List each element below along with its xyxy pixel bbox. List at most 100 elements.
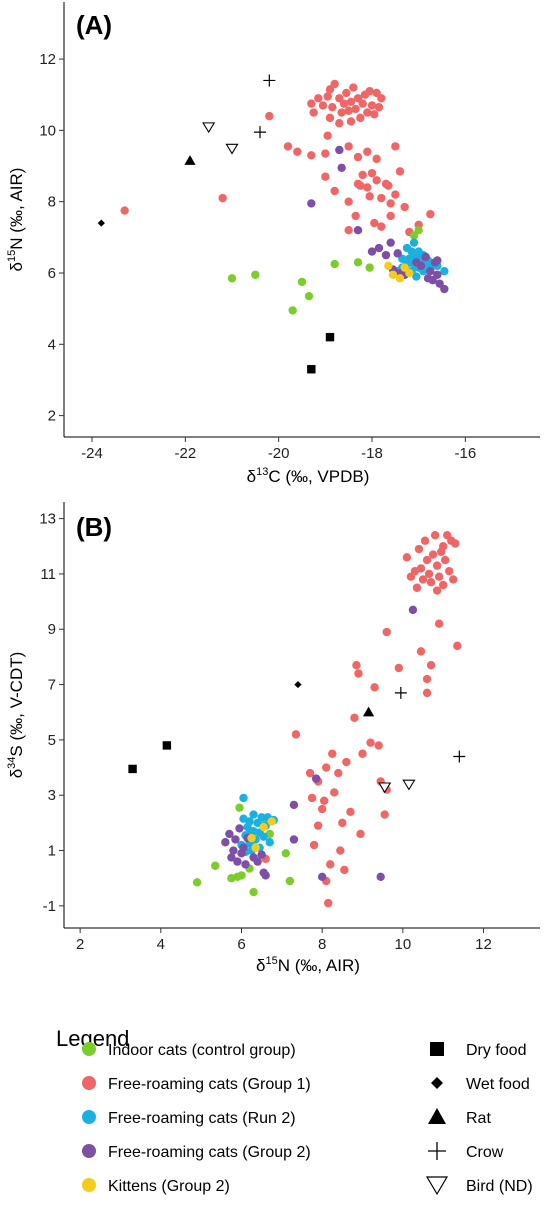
data-point [328, 749, 337, 758]
data-point [313, 821, 323, 830]
data-point [377, 222, 386, 231]
data-point [265, 111, 274, 121]
data-point [408, 605, 418, 615]
data-point [325, 113, 335, 123]
data-point [353, 225, 363, 235]
data-point [391, 190, 400, 199]
data-point [283, 142, 293, 151]
legend-label-wet: Wet food [466, 1076, 530, 1093]
series-bird-nd- [378, 779, 416, 794]
data-point [384, 181, 393, 190]
data-point [426, 661, 436, 670]
data-point [239, 793, 248, 803]
data-point [453, 750, 466, 763]
data-point [395, 274, 405, 283]
data-point [305, 768, 315, 778]
data-point [376, 872, 385, 882]
data-point [192, 878, 202, 887]
data-point [394, 686, 407, 699]
y-tick-label: 5 [48, 732, 56, 749]
data-point [285, 876, 295, 886]
data-point [346, 117, 356, 126]
data-point [344, 225, 353, 235]
data-point [394, 663, 404, 673]
series-wet-food [97, 219, 105, 227]
data-point [365, 263, 374, 272]
data-point [353, 152, 363, 162]
series-crow [394, 686, 466, 763]
data-point [330, 788, 339, 797]
data-point [380, 810, 389, 819]
series-rat [184, 155, 196, 165]
legend-label-crow: Crow [466, 1144, 504, 1161]
series-wet-food [294, 680, 302, 689]
data-point [321, 172, 330, 181]
legend-swatch-wet [431, 1077, 443, 1089]
data-point [291, 730, 301, 739]
data-point [339, 99, 349, 108]
data-point [326, 860, 335, 869]
data-point [391, 142, 400, 151]
data-point [377, 193, 386, 203]
data-point [344, 142, 353, 151]
data-point [367, 247, 377, 256]
y-axis-title: δ15N (‰, AIR) [6, 168, 26, 272]
data-point [239, 843, 248, 852]
legend-swatch-indoor [82, 1042, 96, 1056]
data-point [294, 680, 302, 689]
data-point [353, 258, 363, 267]
series-free-roaming-cats-group-2- [307, 145, 449, 294]
data-point [267, 817, 276, 826]
data-point [338, 818, 347, 828]
x-tick-label: 10 [395, 936, 412, 953]
y-tick-label: 11 [40, 566, 56, 583]
data-point [402, 553, 412, 562]
y-tick-label: 6 [48, 265, 56, 282]
data-point [324, 898, 333, 908]
series-dry-food [128, 741, 172, 774]
data-point [388, 270, 398, 279]
data-point [309, 840, 319, 850]
x-tick-label: 8 [318, 936, 326, 953]
data-point [317, 872, 327, 882]
legend-label-indoor: Indoor cats (control group) [108, 1042, 296, 1059]
data-point [311, 774, 321, 783]
data-point [289, 800, 299, 810]
panel-label: (A) [76, 10, 112, 40]
data-point [336, 846, 345, 855]
y-tick-label: 7 [48, 677, 56, 694]
data-point [428, 550, 438, 559]
data-point [434, 572, 444, 581]
data-point [351, 104, 360, 114]
data-point [225, 143, 239, 155]
series-free-roaming-cats-group-2- [221, 605, 418, 882]
data-point [451, 539, 460, 548]
data-point [227, 274, 237, 283]
data-point [405, 268, 414, 278]
data-point [323, 131, 332, 140]
data-point [346, 807, 355, 817]
data-point [319, 796, 329, 805]
data-point [386, 199, 395, 208]
data-point [358, 749, 367, 758]
panel-label: (B) [76, 512, 112, 542]
data-point [386, 211, 395, 221]
data-point [334, 768, 343, 778]
data-point [257, 850, 266, 859]
y-tick-label: 13 [39, 511, 56, 528]
x-tick-label: -22 [174, 445, 196, 462]
panel-a: -24 -22 -20 -18 -16 2 4 6 8 10 12 (A) δ13C (‰, VPDB)… [6, 2, 540, 486]
series-kittens-group-2- [247, 817, 276, 852]
series-kittens-group-2- [384, 261, 414, 283]
data-point [426, 578, 436, 587]
data-point [297, 277, 307, 287]
data-point [409, 238, 419, 247]
data-point [414, 225, 423, 235]
data-point [259, 832, 268, 841]
data-point [307, 793, 317, 803]
data-point [322, 763, 331, 772]
data-point [251, 843, 260, 852]
data-point [323, 92, 332, 101]
data-point [358, 170, 367, 180]
